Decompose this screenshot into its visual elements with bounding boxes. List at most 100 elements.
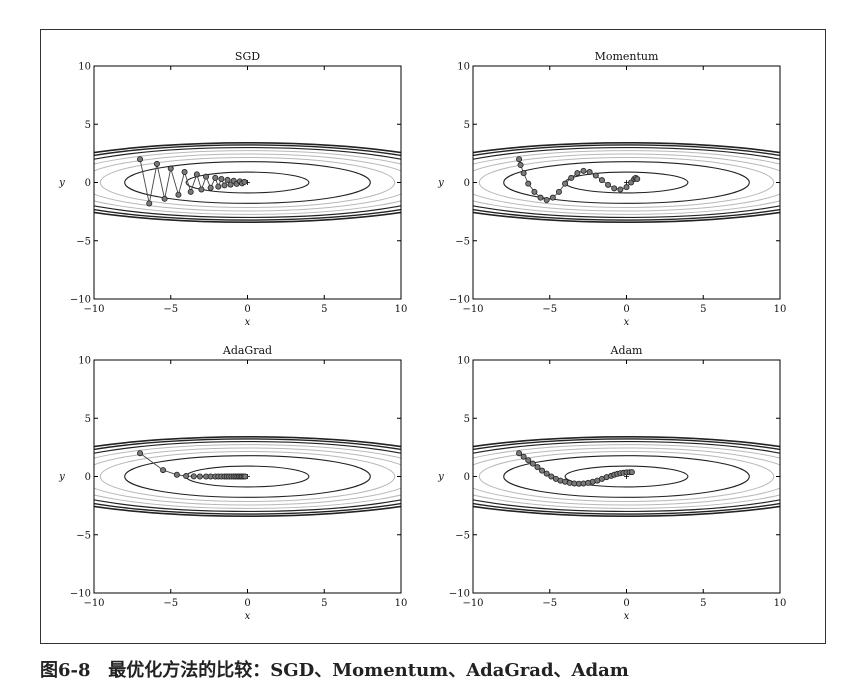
x-tick-label: −10	[462, 598, 483, 609]
path-point	[161, 195, 168, 202]
y-tick-label: −10	[70, 295, 91, 306]
path-point	[167, 165, 174, 172]
path-point	[187, 188, 194, 195]
y-tick-label: 10	[457, 356, 470, 367]
contour-line	[94, 438, 401, 515]
x-tick-label: −5	[163, 598, 178, 609]
panel-momentum: −10 −5 0 5 10 −10 −5 0 5 10 Momentum x y	[437, 50, 786, 328]
contour-group	[473, 436, 780, 517]
path-point	[628, 469, 635, 476]
x-tick-label: −10	[83, 304, 104, 315]
path-point	[212, 174, 219, 181]
path-point	[203, 173, 210, 180]
path-point	[562, 180, 569, 187]
path-point	[525, 457, 532, 464]
y-tick-label: 5	[464, 414, 470, 425]
contour-line	[473, 438, 780, 515]
figure-number: 图6-8	[40, 660, 91, 681]
path-point	[543, 196, 550, 203]
path-point	[598, 177, 605, 184]
panel-title: AdaGrad	[222, 344, 272, 357]
x-tick-label: −5	[163, 304, 178, 315]
y-axis-label: y	[437, 472, 444, 483]
y-axis-label: y	[437, 178, 444, 189]
path-point	[543, 470, 550, 477]
path-point	[146, 200, 153, 207]
path-line	[518, 159, 638, 201]
y-tick-label: 0	[464, 178, 470, 189]
path-point	[525, 180, 532, 187]
path-point	[549, 194, 556, 201]
path-point	[153, 160, 160, 167]
path-point	[175, 191, 182, 198]
path-point	[529, 460, 536, 467]
contour-line	[503, 455, 750, 498]
contour-line	[185, 171, 310, 194]
path-point	[207, 184, 214, 191]
x-tick-label: −10	[462, 304, 483, 315]
path-point	[218, 176, 225, 183]
path-point	[611, 185, 618, 192]
path-point	[181, 169, 188, 176]
contour-line	[478, 451, 775, 502]
contour-line	[473, 444, 780, 509]
path-point	[193, 171, 200, 178]
contour-line	[473, 440, 780, 513]
path-point	[574, 170, 581, 177]
x-tick-label: 5	[321, 304, 327, 315]
x-tick-label: 0	[244, 598, 250, 609]
y-axis-label: y	[58, 472, 65, 483]
x-tick-label: 5	[700, 598, 706, 609]
path-point	[539, 467, 546, 474]
contour-line	[94, 436, 401, 517]
path-point	[198, 186, 205, 193]
panel-title: Adam	[610, 344, 644, 357]
path-point	[516, 156, 523, 163]
path-point	[242, 473, 249, 480]
x-tick-label: 0	[623, 304, 629, 315]
y-tick-label: 5	[85, 414, 91, 425]
panel-title: SGD	[235, 50, 260, 63]
path-point	[555, 188, 562, 195]
contour-line	[478, 157, 775, 208]
y-tick-label: −5	[455, 236, 470, 247]
contour-group	[94, 436, 401, 517]
path-point	[137, 156, 144, 163]
path-point	[592, 172, 599, 179]
figure-caption-text: 最优化方法的比较：SGD、Momentum、AdaGrad、Adam	[108, 660, 629, 681]
path-point	[634, 176, 641, 183]
path-point	[196, 473, 203, 480]
path-point	[520, 453, 527, 460]
path-point	[227, 181, 234, 188]
contour-line	[503, 161, 750, 204]
path-point	[183, 473, 190, 480]
y-tick-label: 10	[457, 62, 470, 73]
contour-line	[124, 161, 371, 204]
x-tick-label: 0	[244, 304, 250, 315]
x-tick-label: 5	[700, 304, 706, 315]
panel-sgd: −10 −5 0 5 10 −10 −5 0 5 10 SGD x y	[58, 50, 407, 328]
x-tick-label: −5	[542, 598, 557, 609]
path-point	[241, 178, 248, 185]
path-point	[190, 473, 197, 480]
contour-line	[94, 144, 401, 221]
contour-line	[473, 144, 780, 221]
y-tick-label: −10	[70, 589, 91, 600]
x-axis-label: x	[245, 317, 251, 328]
contour-line	[124, 455, 371, 498]
path-point	[580, 167, 587, 174]
contour-group	[473, 142, 780, 223]
path-point	[221, 182, 228, 189]
x-tick-label: −5	[542, 304, 557, 315]
x-tick-label: 10	[774, 598, 787, 609]
path-point	[224, 176, 231, 183]
figure-frame	[40, 29, 826, 644]
contour-line	[473, 150, 780, 215]
path-point	[586, 169, 593, 176]
y-tick-label: 0	[85, 472, 91, 483]
contour-line	[94, 142, 401, 223]
x-axis-label: x	[624, 317, 630, 328]
path-point	[160, 467, 167, 474]
x-tick-label: −10	[83, 598, 104, 609]
y-tick-label: −10	[449, 295, 470, 306]
